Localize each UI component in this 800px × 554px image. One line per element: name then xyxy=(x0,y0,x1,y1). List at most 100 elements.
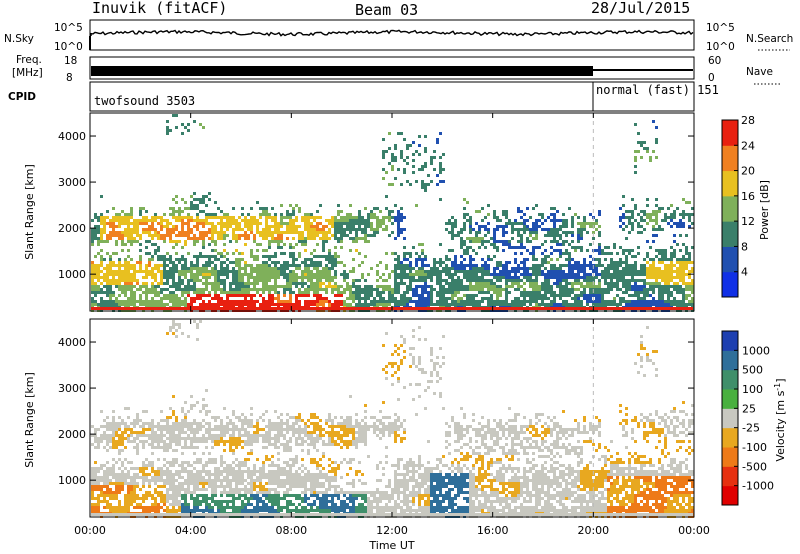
heatmap-cell xyxy=(550,264,553,267)
heatmap-cell xyxy=(337,291,340,294)
heatmap-cell xyxy=(376,270,379,273)
heatmap-cell xyxy=(244,264,247,267)
heatmap-cell xyxy=(538,270,541,273)
heatmap-cell xyxy=(532,282,535,285)
heatmap-cell xyxy=(217,252,220,255)
heatmap-cell xyxy=(268,264,271,267)
heatmap-cell xyxy=(307,273,310,276)
heatmap-cell xyxy=(202,434,205,437)
heatmap-cell xyxy=(349,204,352,207)
heatmap-cell xyxy=(190,440,193,443)
heatmap-cell xyxy=(184,276,187,279)
heatmap-cell xyxy=(292,264,295,267)
heatmap-cell xyxy=(142,216,145,219)
heatmap-cell xyxy=(622,216,625,219)
heatmap-cell xyxy=(133,446,136,449)
heatmap-cell xyxy=(406,180,409,183)
heatmap-cell xyxy=(679,234,682,237)
heatmap-cell xyxy=(124,407,127,410)
heatmap-cell xyxy=(154,488,157,491)
heatmap-cell xyxy=(364,285,367,288)
heatmap-cell xyxy=(190,204,193,207)
heatmap-cell xyxy=(172,479,175,482)
heatmap-cell xyxy=(652,150,655,153)
heatmap-cell xyxy=(277,246,280,249)
heatmap-cell xyxy=(685,246,688,249)
heatmap-cell xyxy=(469,273,472,276)
heatmap-cell xyxy=(457,285,460,288)
heatmap-cell xyxy=(100,300,103,303)
heatmap-cell xyxy=(175,234,178,237)
heatmap-cell xyxy=(469,225,472,228)
heatmap-cell xyxy=(526,258,529,261)
heatmap-cell xyxy=(121,237,124,240)
heatmap-cell xyxy=(640,273,643,276)
heatmap-cell xyxy=(640,300,643,303)
heatmap-cell xyxy=(400,132,403,135)
heatmap-cell xyxy=(472,228,475,231)
heatmap-cell xyxy=(517,288,520,291)
heatmap-cell xyxy=(412,165,415,168)
heatmap-cell xyxy=(235,303,238,306)
heatmap-cell xyxy=(628,282,631,285)
heatmap-cell xyxy=(673,288,676,291)
heatmap-cell xyxy=(295,279,298,282)
heatmap-cell xyxy=(691,246,694,249)
heatmap-cell xyxy=(298,276,301,279)
heatmap-cell xyxy=(202,267,205,270)
heatmap-cell xyxy=(232,291,235,294)
heatmap-cell xyxy=(403,159,406,162)
heatmap-cell xyxy=(241,252,244,255)
heatmap-cell xyxy=(121,288,124,291)
heatmap-cell xyxy=(595,303,598,306)
heatmap-cell xyxy=(628,231,631,234)
heatmap-cell xyxy=(124,279,127,282)
cpid-panel: CPID twofsound 3503 normal (fast) 151 xyxy=(8,81,719,112)
heatmap-cell xyxy=(184,422,187,425)
heatmap-cell xyxy=(112,464,115,467)
heatmap-cell xyxy=(424,162,427,165)
heatmap-cell xyxy=(298,225,301,228)
heatmap-cell xyxy=(418,267,421,270)
heatmap-cell xyxy=(190,216,193,219)
heatmap-cell xyxy=(358,213,361,216)
heatmap-cell xyxy=(202,485,205,488)
heatmap-cell xyxy=(517,222,520,225)
heatmap-cell xyxy=(112,431,115,434)
heatmap-cell xyxy=(196,506,199,509)
cpid-label: CPID xyxy=(8,91,36,103)
heatmap-cell xyxy=(172,458,175,461)
heatmap-cell xyxy=(133,276,136,279)
heatmap-cell xyxy=(193,485,196,488)
heatmap-cell xyxy=(196,219,199,222)
heatmap-cell xyxy=(202,210,205,213)
heatmap-cell xyxy=(586,231,589,234)
heatmap-cell xyxy=(127,264,130,267)
freq-panel-frame xyxy=(89,56,695,80)
heatmap-cell xyxy=(487,231,490,234)
heatmap-cell xyxy=(676,261,679,264)
heatmap-cell xyxy=(163,464,166,467)
heatmap-cell xyxy=(217,294,220,297)
heatmap-cell xyxy=(505,264,508,267)
heatmap-cell xyxy=(577,273,580,276)
heatmap-cell xyxy=(376,273,379,276)
heatmap-cell xyxy=(148,509,151,512)
heatmap-cell xyxy=(127,434,130,437)
heatmap-cell xyxy=(568,282,571,285)
cpid-mode-twofsound: twofsound 3503 xyxy=(94,94,195,108)
heatmap-cell xyxy=(571,234,574,237)
heatmap-cell xyxy=(163,240,166,243)
heatmap-cell xyxy=(394,147,397,150)
heatmap-cell xyxy=(145,434,148,437)
heatmap-cell xyxy=(175,210,178,213)
heatmap-cell xyxy=(619,225,622,228)
heatmap-cell xyxy=(244,225,247,228)
heatmap-cell xyxy=(511,276,514,279)
heatmap-cell xyxy=(238,294,241,297)
heatmap-cell xyxy=(244,297,247,300)
heatmap-cell xyxy=(388,132,391,135)
heatmap-cell xyxy=(532,285,535,288)
heatmap-cell xyxy=(193,503,196,506)
heatmap-cell xyxy=(133,219,136,222)
